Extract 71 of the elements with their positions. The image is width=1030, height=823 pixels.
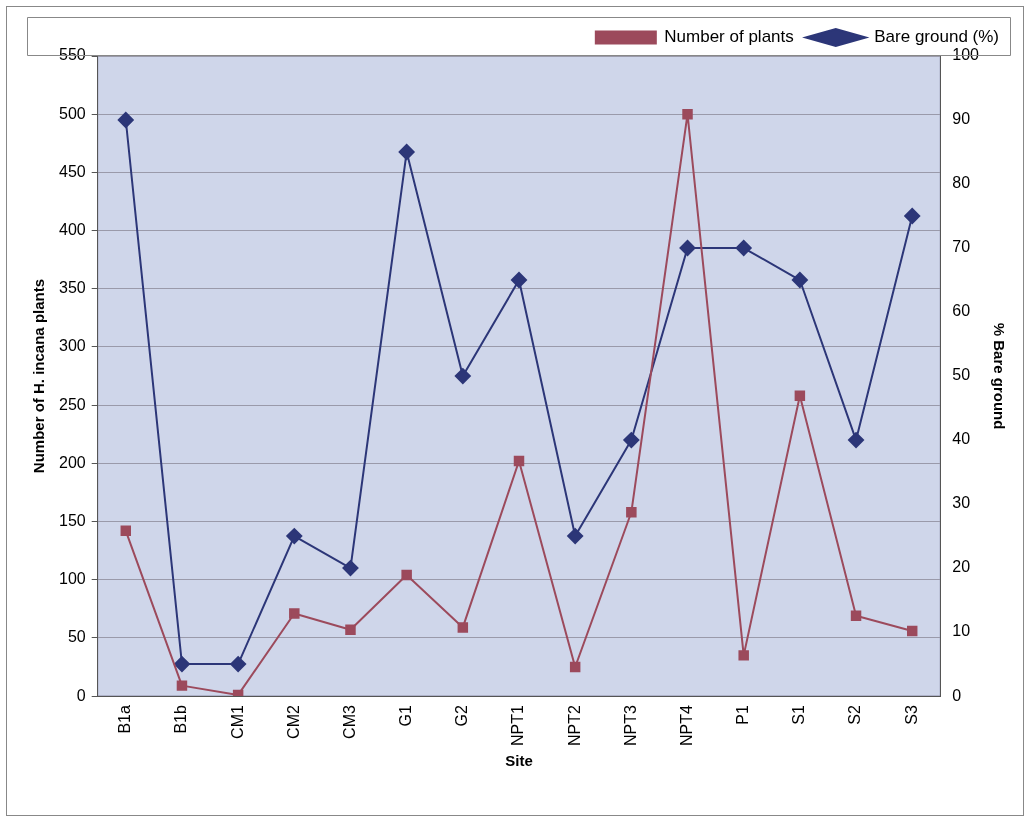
- x-tick-label: NPT1: [509, 705, 527, 747]
- point: [345, 624, 356, 636]
- x-tick-label: CM2: [284, 705, 302, 739]
- point: [511, 272, 527, 289]
- point: [342, 560, 359, 577]
- point: [457, 622, 469, 633]
- point: [230, 656, 247, 673]
- y2-tick-label: 20: [952, 558, 971, 576]
- legend-label: Bare ground (%): [874, 27, 1000, 47]
- y-tick-label: 300: [58, 337, 86, 355]
- x-tick-label: S3: [902, 705, 920, 725]
- x-axis-title: Site: [505, 752, 533, 770]
- y2-tick-label: 60: [952, 302, 971, 320]
- y-tick-label: 250: [58, 395, 86, 413]
- x-tick-label: S2: [846, 705, 864, 725]
- point: [794, 390, 806, 402]
- x-tick-label: P1: [734, 705, 752, 725]
- y-tick-label: 350: [58, 279, 86, 297]
- y-tick-label: 400: [58, 220, 86, 238]
- x-tick-label: B1b: [172, 705, 190, 734]
- point: [117, 112, 134, 129]
- x-tick-label: B1a: [116, 705, 134, 734]
- point: [735, 240, 752, 257]
- x-tick-label: S1: [790, 705, 808, 725]
- y2-tick-label: 70: [952, 238, 971, 256]
- y2-tick-label: 30: [952, 494, 971, 512]
- point: [569, 661, 581, 673]
- y-tick-label: 500: [58, 104, 86, 122]
- y-tick-label: 150: [58, 511, 86, 529]
- y-tick-label: 550: [58, 46, 86, 64]
- x-tick-label: CM1: [228, 705, 246, 739]
- x-tick-label: NPT2: [565, 705, 583, 747]
- y-axis-title: Number of H. incana plants: [30, 278, 48, 474]
- point: [289, 608, 300, 619]
- y-tick-label: 200: [58, 453, 86, 471]
- x-tick-label: G2: [453, 705, 471, 727]
- x-tick-label: CM3: [340, 705, 358, 739]
- y-tick-label: 0: [76, 686, 86, 704]
- point: [401, 569, 412, 581]
- x-tick-label: G1: [397, 705, 415, 727]
- y2-tick-label: 40: [952, 430, 971, 448]
- point: [791, 272, 808, 289]
- point: [626, 506, 637, 518]
- y2-tick-label: 80: [952, 174, 971, 192]
- point: [848, 432, 865, 449]
- point: [904, 208, 921, 225]
- point: [738, 650, 749, 661]
- y2-tick-label: 90: [952, 110, 971, 128]
- point: [850, 610, 862, 622]
- point: [286, 528, 303, 545]
- y2-tick-label: 50: [952, 366, 971, 384]
- point: [176, 680, 188, 691]
- y-tick-label: 450: [58, 162, 86, 180]
- point: [679, 240, 696, 257]
- y2-axis-title: % Bare ground: [990, 322, 1008, 430]
- point: [906, 625, 918, 637]
- x-tick-label: NPT3: [621, 705, 639, 747]
- point: [173, 656, 190, 673]
- y2-tick-label: 10: [952, 622, 971, 640]
- y-tick-label: 50: [67, 628, 86, 646]
- point: [567, 528, 584, 545]
- legend-label: Number of plants: [664, 27, 794, 47]
- point: [120, 525, 132, 537]
- point: [682, 108, 693, 120]
- y2-tick-label: 0: [952, 686, 962, 704]
- point: [454, 368, 471, 385]
- x-tick-label: NPT4: [677, 705, 695, 747]
- y-tick-label: 100: [58, 570, 86, 588]
- point: [513, 455, 525, 467]
- point: [623, 432, 640, 449]
- point: [398, 144, 415, 161]
